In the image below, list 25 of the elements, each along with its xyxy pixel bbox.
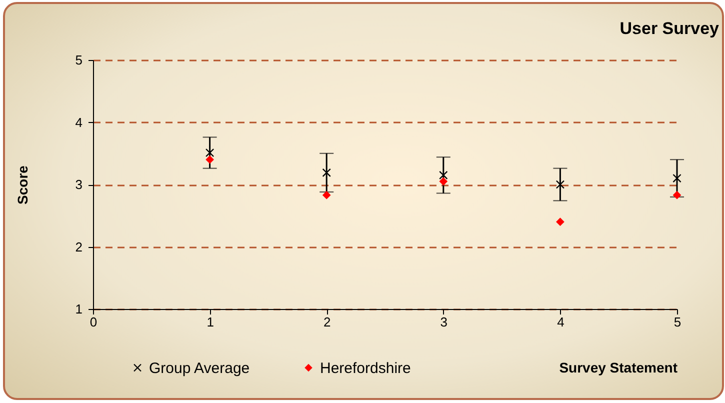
- legend-label: Herefordshire: [320, 360, 411, 377]
- y-axis-title: Score: [14, 165, 30, 204]
- point: [672, 174, 682, 182]
- chart-title: User Survey: [620, 19, 720, 38]
- point: [439, 177, 448, 186]
- x-tick-label: 1: [206, 314, 214, 330]
- y-tick-label: 2: [75, 239, 82, 254]
- point: [556, 180, 564, 189]
- legend-label: Group Average: [149, 360, 250, 377]
- x-tick-label: 3: [440, 314, 448, 330]
- x-tick-label: 2: [323, 314, 331, 330]
- x-axis-title: Survey Statement: [559, 360, 678, 376]
- y-tick-label: 1: [75, 302, 82, 316]
- y-tick-label: 5: [75, 52, 82, 68]
- point: [322, 190, 331, 200]
- x-tick-label: 0: [90, 314, 98, 330]
- point: [322, 168, 331, 177]
- y-tick-label: 3: [75, 177, 82, 192]
- point: [672, 190, 682, 200]
- y-tick-label: 4: [75, 114, 82, 130]
- x-tick-label: 4: [557, 314, 564, 330]
- point: [556, 218, 564, 226]
- point: [439, 170, 448, 180]
- x-tick-label: 5: [674, 314, 682, 330]
- point: [206, 155, 214, 164]
